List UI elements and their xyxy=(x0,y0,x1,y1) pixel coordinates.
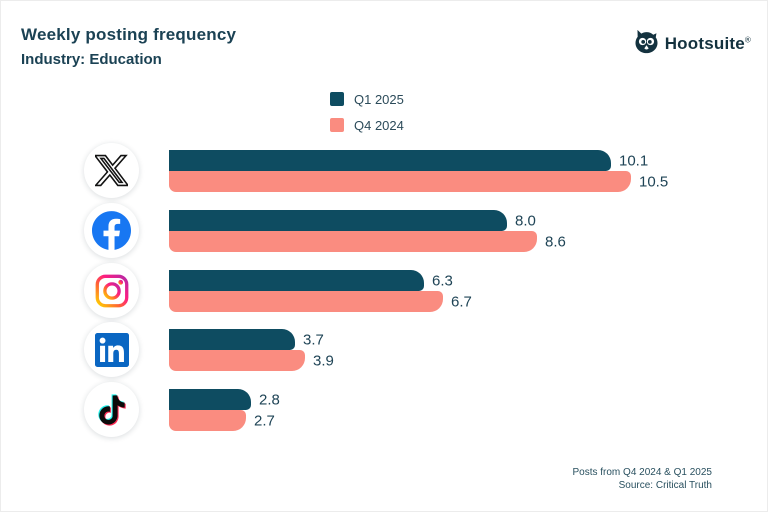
legend-item-q4-2024: Q4 2024 xyxy=(330,117,404,133)
bar-value-label: 8.6 xyxy=(545,233,566,250)
bar-q4-2024: 2.7 xyxy=(169,410,275,431)
bar-q1-2025: 3.7 xyxy=(169,329,324,350)
legend: Q1 2025 Q4 2024 xyxy=(330,92,404,144)
footer-line-2: Source: Critical Truth xyxy=(618,480,712,491)
chart-row-tiktok: 2.8 2.7 xyxy=(1,382,767,437)
footer-line-1: Posts from Q4 2024 & Q1 2025 xyxy=(572,467,712,478)
source-note: Posts from Q4 2024 & Q1 2025 Source: Cri… xyxy=(572,466,712,492)
x-icon xyxy=(84,143,139,198)
bar-value-label: 2.7 xyxy=(254,412,275,429)
bar-q1-2025: 6.3 xyxy=(169,270,453,291)
bar-value-label: 6.3 xyxy=(432,272,453,289)
bar-q1-2025: 10.1 xyxy=(169,150,648,171)
legend-item-q1-2025: Q1 2025 xyxy=(330,91,404,107)
bar-value-label: 10.1 xyxy=(619,152,649,169)
legend-label: Q4 2024 xyxy=(354,117,404,133)
legend-label: Q1 2025 xyxy=(354,91,404,107)
legend-swatch-q1-2025 xyxy=(330,92,344,106)
facebook-icon xyxy=(84,203,139,258)
chart-rows: 10.1 10.5 8.0 8.6 6.3 6.7 3.7 3.9 2.8 2.7 xyxy=(1,143,767,440)
bar-value-label: 8.0 xyxy=(515,212,536,229)
page-subtitle: Industry: Education xyxy=(21,51,162,68)
registered-mark: ® xyxy=(744,35,751,45)
hootsuite-logo: Hootsuite® xyxy=(633,29,751,59)
bar-value-label: 2.8 xyxy=(259,391,280,408)
page-title: Weekly posting frequency xyxy=(21,25,237,44)
bar-q4-2024: 3.9 xyxy=(169,350,334,371)
bar-q4-2024: 8.6 xyxy=(169,231,566,252)
bar-q4-2024: 10.5 xyxy=(169,171,668,192)
bar-q4-2024: 6.7 xyxy=(169,291,472,312)
bar-q1-2025: 2.8 xyxy=(169,389,280,410)
chart-row-instagram: 6.3 6.7 xyxy=(1,263,767,318)
bar-value-label: 3.7 xyxy=(303,331,324,348)
bar-value-label: 10.5 xyxy=(639,173,669,190)
chart-row-x: 10.1 10.5 xyxy=(1,143,767,198)
linkedin-icon xyxy=(84,322,139,377)
legend-swatch-q4-2024 xyxy=(330,118,344,132)
logo-wordmark: Hootsuite® xyxy=(664,34,751,53)
bar-value-label: 6.7 xyxy=(451,293,472,310)
owl-icon xyxy=(633,29,660,59)
bar-value-label: 3.9 xyxy=(313,352,334,369)
tiktok-icon xyxy=(84,382,139,437)
chart-row-facebook: 8.0 8.6 xyxy=(1,203,767,258)
chart-row-linkedin: 3.7 3.9 xyxy=(1,322,767,377)
bar-q1-2025: 8.0 xyxy=(169,210,536,231)
title-block: Weekly posting frequency Industry: Educa… xyxy=(21,25,236,68)
instagram-icon xyxy=(84,263,139,318)
